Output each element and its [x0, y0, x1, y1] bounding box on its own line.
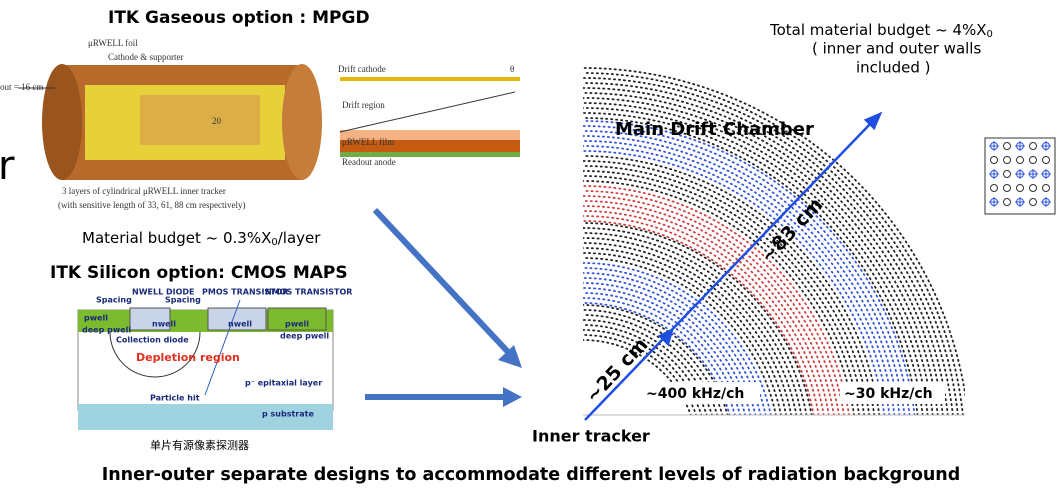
nwell-diode: NWELL DIODE: [132, 288, 195, 297]
layer-number: 20: [212, 116, 222, 126]
cmos-title: ITK Silicon option: CMOS MAPS: [50, 263, 348, 283]
cmos-caption: 单片有源像素探测器: [150, 438, 249, 452]
anode: Readout anode: [342, 157, 396, 167]
deep-pwell-1: deep pwell: [82, 326, 131, 335]
mpgd-title: ITK Gaseous option : MPGD: [108, 8, 370, 28]
drift-cathode: Drift cathode: [338, 64, 386, 74]
wire-ring: [583, 181, 857, 455]
pwell-2: pwell: [285, 320, 309, 329]
cut-letter: r: [0, 143, 15, 189]
pwell-1: pwell: [84, 314, 108, 323]
foil-label: μRWELL foil: [88, 38, 138, 48]
depletion: Depletion region: [136, 351, 240, 364]
wire-ring: [583, 118, 920, 455]
wire-ring: [583, 196, 842, 455]
outer-rate: ~30 kHz/ch: [844, 386, 933, 402]
deep-pwell-2: deep pwell: [280, 332, 329, 341]
radius-label: out = 16 cm: [0, 82, 43, 92]
wire-ring: [583, 171, 867, 455]
chamber-budget-3: included ): [856, 59, 931, 77]
wire-ring: [583, 201, 837, 455]
mpgd-cylinder: [18, 64, 322, 180]
particle-hit: Particle hit: [150, 394, 200, 403]
caption-1: 3 layers of cylindrical μRWELL inner tra…: [62, 186, 226, 196]
nmos: NMOS TRANSISTOR: [265, 288, 352, 297]
chamber-budget: Total material budget ~ 4%X0: [769, 21, 993, 41]
caption-2: (with sensitive length of 33, 61, 88 cm …: [58, 200, 245, 210]
theta: θ: [510, 64, 514, 74]
radius-arrow: [585, 114, 880, 420]
cathode-label: Cathode & supporter: [108, 52, 184, 62]
inner-tracker: Inner tracker: [532, 427, 650, 446]
collection: Collection diode: [116, 336, 189, 345]
spacing-2: Spacing: [165, 296, 201, 305]
drift-region: Drift region: [342, 100, 385, 110]
wire-ring: [583, 166, 872, 455]
material-budget: Material budget ~ 0.3%X0/layer: [82, 229, 321, 249]
wire-ring: [583, 253, 785, 455]
chamber-title: Main Drift Chamber: [615, 119, 814, 140]
spacing-1: Spacing: [96, 296, 132, 305]
cell-legend: [985, 138, 1055, 214]
epitaxial: p⁻ epitaxial layer: [245, 379, 322, 388]
slide: ITK Gaseous option : MPGD r out = 16 cm …: [0, 0, 1063, 491]
nwell-2: nwell: [228, 320, 252, 329]
film: μRWELL film: [342, 137, 394, 147]
wire-ring: [583, 243, 795, 455]
substrate: p substrate: [262, 410, 314, 419]
footer: Inner-outer separate designs to accommod…: [102, 465, 961, 485]
nwell-1: nwell: [152, 320, 176, 329]
arrows: [365, 210, 522, 407]
inner-rate: ~400 kHz/ch: [646, 386, 744, 402]
chamber-budget-2: ( inner and outer walls: [812, 40, 981, 58]
